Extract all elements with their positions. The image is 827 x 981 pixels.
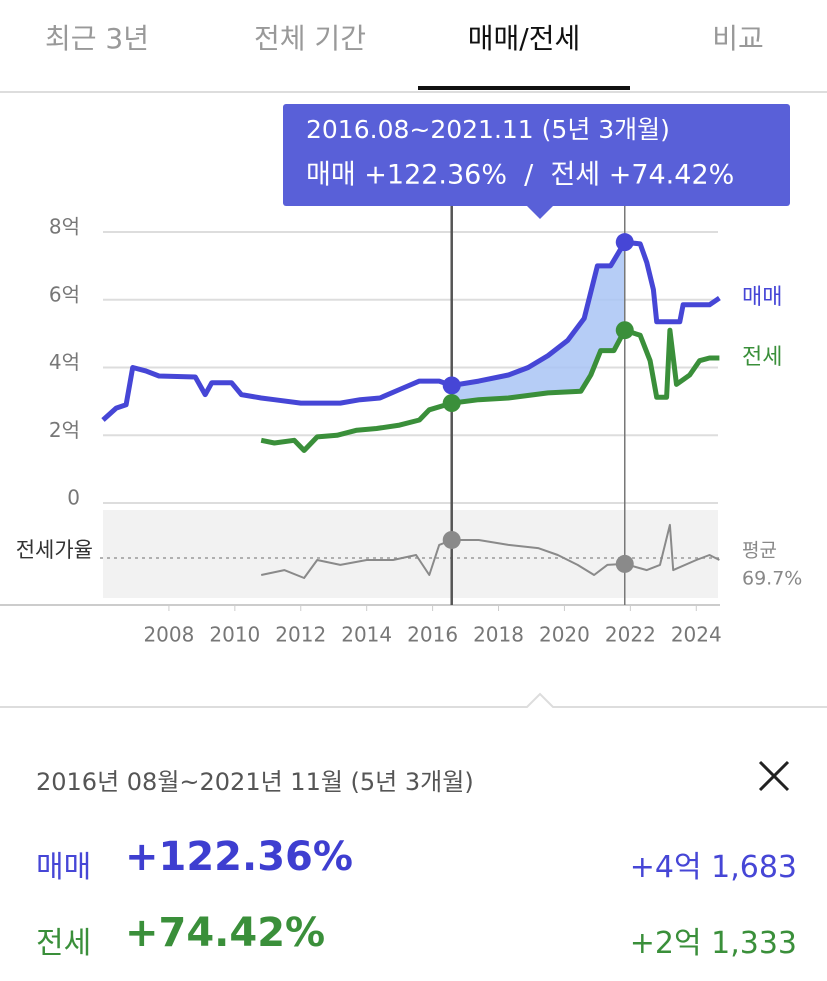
summary-name: 전세 [36, 926, 92, 961]
series-line [260, 327, 720, 453]
summary-change: +74.42% [125, 910, 326, 956]
y-tick-label: 6억 [49, 282, 80, 306]
selection-area [451, 242, 625, 404]
tab[interactable]: 비교 [712, 22, 764, 55]
selection-point [442, 530, 461, 549]
y-tick-label: 0 [67, 486, 80, 510]
average-label: 69.7% [742, 568, 802, 590]
summary-name: 매매 [36, 850, 92, 885]
close-icon [758, 760, 790, 792]
x-tick-label: 2014 [341, 623, 392, 647]
selection-point [615, 233, 634, 252]
ratio-title: 전세가율 [16, 538, 93, 562]
selection-point [442, 394, 461, 413]
tab[interactable]: 매매/전세 [468, 22, 580, 55]
tooltip-box [283, 104, 790, 206]
tooltip: 2016.08~2021.11 (5년 3개월) 매매 +122.36% / 전세… [283, 104, 790, 219]
x-tick-label: 2010 [209, 623, 260, 647]
tab[interactable]: 최근 3년 [45, 22, 149, 55]
tooltip-pointer [526, 205, 554, 219]
x-tick-label: 2016 [407, 623, 458, 647]
tooltip-period: 2016.08~2021.11 (5년 3개월) [306, 115, 670, 144]
series-line [101, 239, 721, 422]
selection-point [615, 321, 634, 340]
y-tick-label: 4억 [49, 350, 80, 374]
summary-amount: +2억 1,333 [629, 926, 797, 961]
series-line [260, 523, 720, 579]
ratio-panel [103, 510, 718, 598]
panel-divider [0, 692, 827, 708]
x-tick-label: 2008 [143, 623, 194, 647]
x-tick-label: 2024 [671, 623, 722, 647]
summary-amount: +4억 1,683 [629, 850, 797, 885]
close-button[interactable] [755, 757, 793, 795]
selection-point [442, 376, 461, 395]
y-tick-label: 2억 [49, 418, 80, 442]
series-label: 전세 [742, 345, 782, 370]
tab-indicator [418, 86, 630, 90]
x-tick-label: 2018 [473, 623, 524, 647]
x-tick-label: 2012 [275, 623, 326, 647]
x-tick-label: 2020 [539, 623, 590, 647]
series-label: 매매 [742, 285, 782, 310]
summary-change: +122.36% [125, 834, 353, 880]
selection-point [615, 554, 634, 573]
tab[interactable]: 전체 기간 [254, 22, 366, 55]
summary-period: 2016년 08월~2021년 11월 (5년 3개월) [36, 768, 474, 796]
average-caption: 평균 [742, 540, 777, 562]
x-tick-label: 2022 [605, 623, 656, 647]
tooltip-values: 매매 +122.36% / 전세 +74.42% [306, 160, 734, 191]
y-tick-label: 8억 [49, 215, 80, 239]
